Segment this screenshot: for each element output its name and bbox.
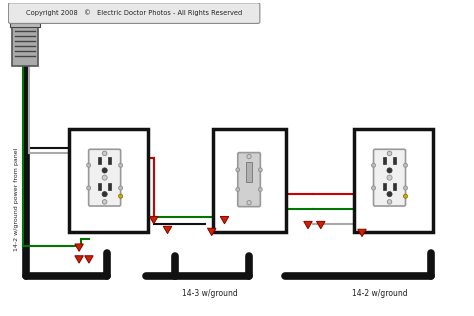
Circle shape [403, 186, 408, 190]
Circle shape [102, 175, 107, 180]
Bar [98, 157, 101, 164]
Circle shape [387, 200, 392, 204]
Circle shape [118, 194, 123, 198]
FancyBboxPatch shape [89, 149, 121, 206]
Bar [69, 129, 148, 232]
Bar [108, 183, 111, 190]
Bar [393, 157, 396, 164]
Circle shape [102, 191, 107, 197]
Circle shape [247, 154, 251, 159]
Bar [383, 157, 386, 164]
FancyBboxPatch shape [374, 149, 406, 206]
Circle shape [118, 186, 123, 190]
Bar [213, 129, 286, 232]
Bar [246, 162, 252, 182]
Circle shape [372, 186, 375, 190]
Bar [383, 183, 386, 190]
Circle shape [102, 151, 107, 156]
Bar [108, 157, 111, 164]
Circle shape [102, 200, 107, 204]
Circle shape [236, 187, 240, 191]
Circle shape [258, 168, 262, 172]
Bar [393, 183, 396, 190]
Text: 14-2 w/ground power from panel: 14-2 w/ground power from panel [14, 148, 19, 251]
Circle shape [403, 163, 408, 167]
Text: 14-2 w/ground: 14-2 w/ground [352, 289, 408, 298]
Circle shape [258, 187, 262, 191]
Circle shape [387, 168, 392, 173]
Circle shape [387, 151, 392, 156]
Circle shape [236, 168, 240, 172]
Circle shape [87, 163, 91, 167]
Bar [10, 23, 40, 27]
Bar [12, 26, 38, 66]
Circle shape [372, 163, 375, 167]
Text: Copyright 2008   ©   Electric Doctor Photos - All Rights Reserved: Copyright 2008 © Electric Doctor Photos … [26, 10, 242, 16]
Circle shape [403, 194, 408, 198]
Circle shape [118, 163, 123, 167]
Circle shape [387, 175, 392, 180]
Circle shape [387, 191, 392, 197]
Text: 14-3 w/ground: 14-3 w/ground [182, 289, 237, 298]
Bar [98, 183, 101, 190]
FancyBboxPatch shape [238, 153, 260, 207]
Bar [354, 129, 433, 232]
FancyBboxPatch shape [9, 3, 260, 23]
Circle shape [87, 186, 91, 190]
Circle shape [102, 168, 107, 173]
Circle shape [247, 201, 251, 205]
